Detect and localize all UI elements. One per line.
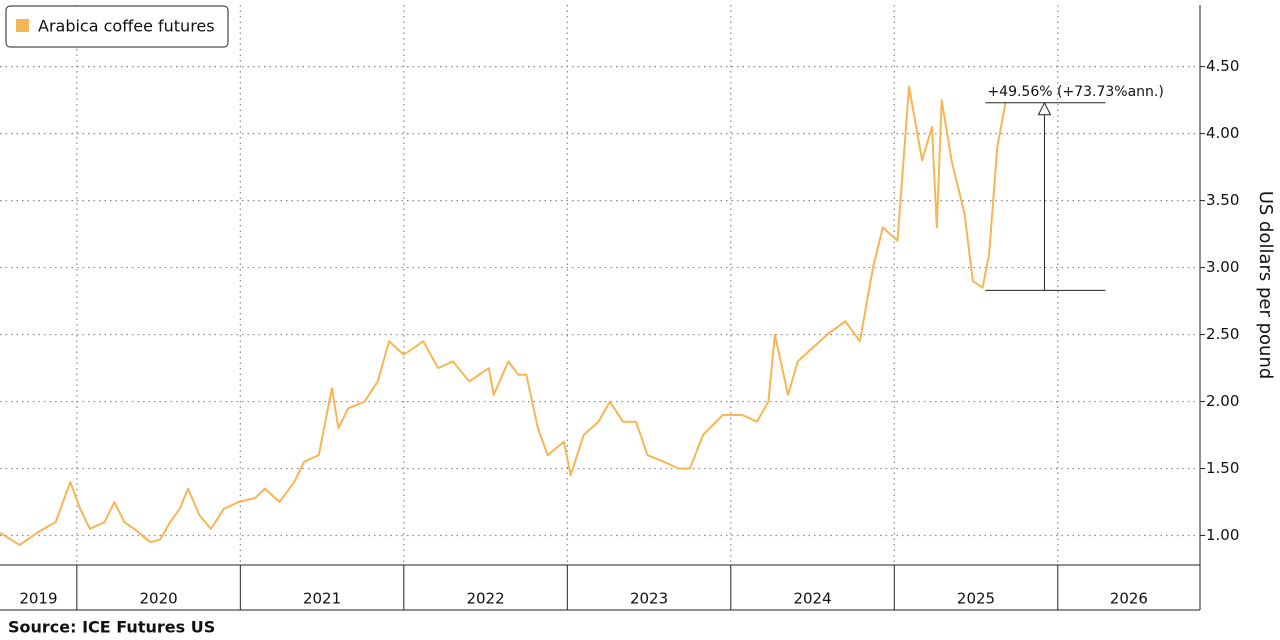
x-tick-label: 2021: [303, 590, 341, 608]
annotation-arrowhead: [1037, 101, 1052, 116]
x-tick-label: 2020: [139, 590, 177, 608]
y-tick-label: 4.00: [1206, 124, 1239, 142]
legend-swatch: [16, 19, 29, 32]
x-tick-label: 2019: [19, 590, 57, 608]
x-tick-label: 2022: [466, 590, 504, 608]
x-tick-label: 2023: [630, 590, 668, 608]
y-tick-label: 1.50: [1206, 459, 1239, 477]
y-axis-label: US dollars per pound: [1255, 191, 1276, 380]
source: Source: ICE Futures US: [8, 618, 215, 637]
x-tick-label: 2024: [793, 590, 831, 608]
y-tick-label: 3.00: [1206, 258, 1239, 276]
y-tick-label: 1.00: [1206, 526, 1239, 544]
series-line: [0, 85, 1007, 546]
annotation-text: +49.56% (+73.73%ann.): [987, 84, 1163, 100]
x-tick-label: 2025: [957, 590, 995, 608]
y-tick-label: 4.50: [1206, 57, 1239, 75]
y-tick-label: 3.50: [1206, 191, 1239, 209]
y-tick-label: 2.50: [1206, 325, 1239, 343]
legend-box: [5, 5, 229, 48]
legend-label: Arabica coffee futures: [38, 17, 215, 36]
y-tick-label: 2.00: [1206, 392, 1239, 410]
x-tick-label: 2026: [1110, 590, 1148, 608]
